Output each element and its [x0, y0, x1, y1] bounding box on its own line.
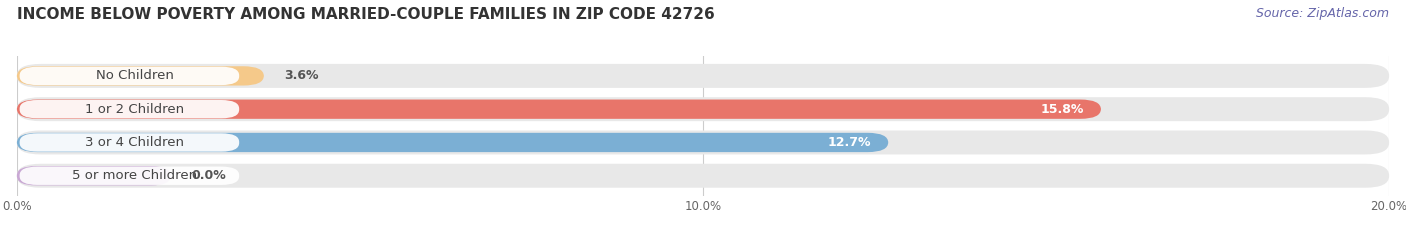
Text: No Children: No Children: [96, 69, 174, 82]
FancyBboxPatch shape: [17, 99, 1101, 119]
Text: Source: ZipAtlas.com: Source: ZipAtlas.com: [1256, 7, 1389, 20]
Text: 15.8%: 15.8%: [1040, 103, 1084, 116]
FancyBboxPatch shape: [17, 97, 1389, 121]
FancyBboxPatch shape: [17, 66, 264, 86]
Text: INCOME BELOW POVERTY AMONG MARRIED-COUPLE FAMILIES IN ZIP CODE 42726: INCOME BELOW POVERTY AMONG MARRIED-COUPL…: [17, 7, 714, 22]
Text: 1 or 2 Children: 1 or 2 Children: [86, 103, 184, 116]
FancyBboxPatch shape: [20, 133, 239, 152]
Text: 3 or 4 Children: 3 or 4 Children: [86, 136, 184, 149]
FancyBboxPatch shape: [17, 164, 1389, 188]
Text: 5 or more Children: 5 or more Children: [72, 169, 197, 182]
Text: 3.6%: 3.6%: [284, 69, 319, 82]
FancyBboxPatch shape: [17, 166, 170, 185]
FancyBboxPatch shape: [17, 64, 1389, 88]
FancyBboxPatch shape: [20, 100, 239, 118]
FancyBboxPatch shape: [17, 133, 889, 152]
FancyBboxPatch shape: [20, 67, 239, 85]
FancyBboxPatch shape: [20, 167, 239, 185]
FancyBboxPatch shape: [17, 130, 1389, 154]
Text: 0.0%: 0.0%: [191, 169, 226, 182]
Text: 12.7%: 12.7%: [828, 136, 872, 149]
